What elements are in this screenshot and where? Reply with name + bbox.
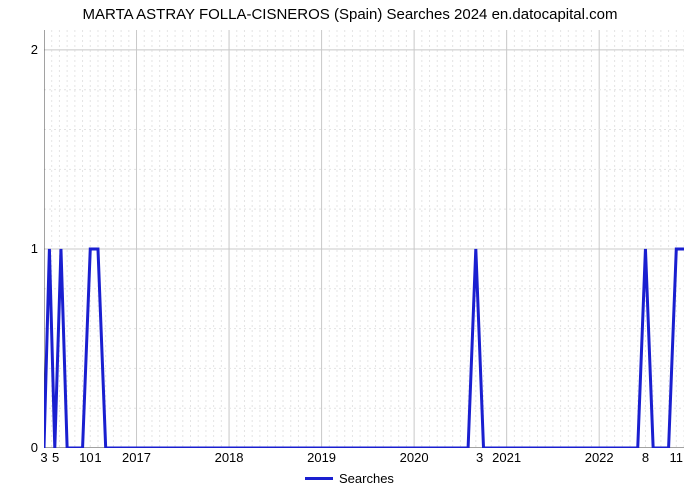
chart-container: MARTA ASTRAY FOLLA-CISNEROS (Spain) Sear… (0, 0, 700, 500)
x-axis-tick: 2022 (585, 450, 614, 465)
chart-title: MARTA ASTRAY FOLLA-CISNEROS (Spain) Sear… (0, 6, 700, 23)
y-axis-tick: 1 (14, 241, 38, 256)
x-axis-tick: 11 (670, 450, 684, 465)
y-axis-tick: 0 (14, 440, 38, 455)
x-axis-tick: 2018 (215, 450, 244, 465)
x-axis-tick: 3 (40, 450, 47, 465)
x-axis-tick: 2019 (307, 450, 336, 465)
x-axis-tick: 3 (476, 450, 483, 465)
chart-legend: Searches (305, 471, 394, 486)
legend-line (305, 477, 333, 480)
legend-label: Searches (339, 471, 394, 486)
y-axis-tick: 2 (14, 42, 38, 57)
x-axis-tick: 8 (642, 450, 649, 465)
x-axis-tick: 2020 (400, 450, 429, 465)
x-axis-tick: 2021 (492, 450, 521, 465)
chart-plot (44, 30, 684, 448)
x-axis-tick: 1 (94, 450, 101, 465)
x-axis-tick: 10 (79, 450, 93, 465)
x-axis-tick: 2017 (122, 450, 151, 465)
x-axis-tick: 5 (52, 450, 59, 465)
